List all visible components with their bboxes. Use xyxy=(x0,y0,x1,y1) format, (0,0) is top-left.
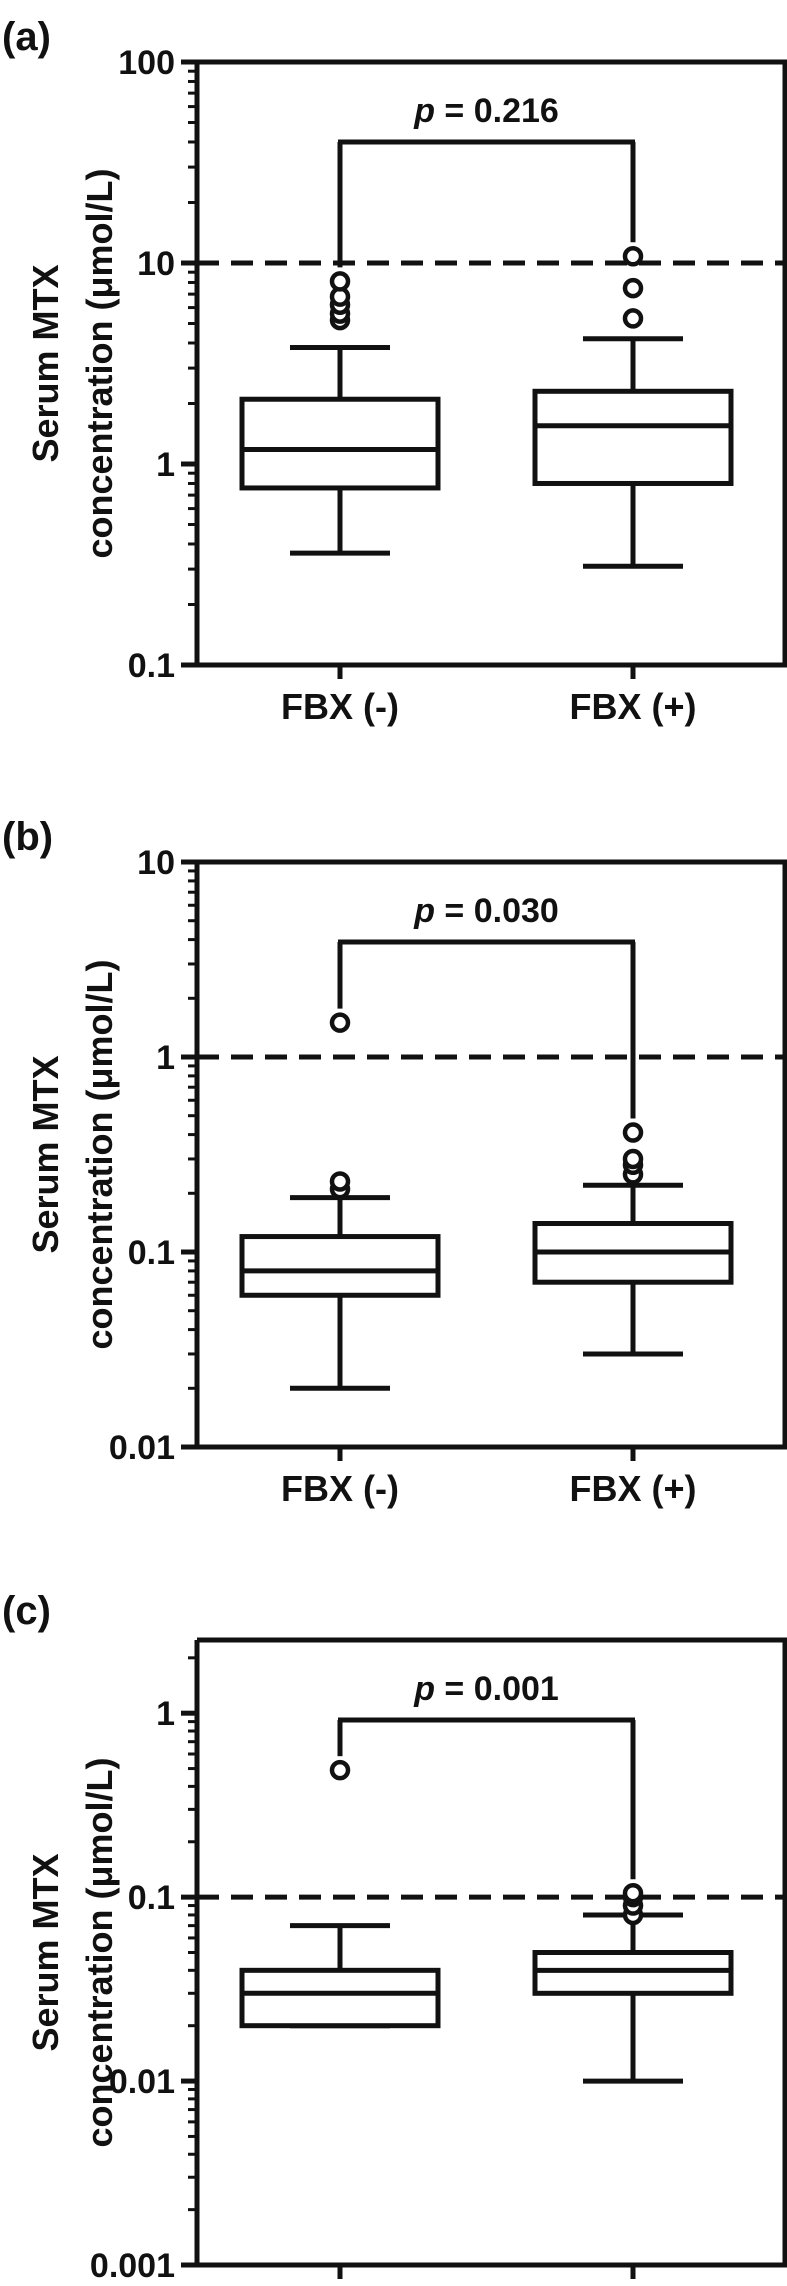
y-tick-label: 0.01 xyxy=(109,2063,175,2101)
panel-1: (a) 0.1 1 10 100 Serum MTX concentration (μmol… xyxy=(2,15,787,727)
x-tick-label: FBX (+) xyxy=(569,686,696,727)
y-tick-label: 1 xyxy=(156,1039,175,1077)
p-value-label: p = 0.216 xyxy=(413,92,559,130)
y-tick-label: 0.01 xyxy=(109,1429,175,1467)
y-tick-label: 0.1 xyxy=(128,647,175,685)
p-value-label: p = 0.001 xyxy=(413,1670,559,1708)
p-symbol: p xyxy=(413,92,435,130)
box-2 xyxy=(532,1882,734,2084)
iqr-box xyxy=(239,1234,441,1298)
outlier-point xyxy=(622,1882,644,1904)
p-value: = 0.216 xyxy=(435,92,559,130)
y-tick-label: 0.1 xyxy=(128,1879,175,1917)
outlier-point xyxy=(329,1012,351,1033)
outlier-point xyxy=(622,246,644,267)
y-tick-label: 100 xyxy=(118,44,175,82)
panel-label: (b) xyxy=(2,815,53,859)
y-axis-title-line2: concentration (μmol/L) xyxy=(79,959,120,1349)
box-1 xyxy=(239,271,441,556)
panel-label: (c) xyxy=(2,1589,51,1633)
y-tick-label: 10 xyxy=(137,245,175,283)
outlier-point xyxy=(622,277,644,299)
y-axis-title-line2: concentration (μmol/L) xyxy=(79,1757,120,2147)
y-tick-label: 0.001 xyxy=(90,2247,175,2285)
outlier-point xyxy=(622,1148,644,1170)
y-axis-title-line1: Serum MTX xyxy=(25,264,66,462)
box-2 xyxy=(532,1122,734,1357)
outlier-point xyxy=(329,1759,351,1781)
p-symbol: p xyxy=(413,1670,435,1708)
x-tick-label: FBX (-) xyxy=(281,686,399,727)
x-tick-label: FBX (+) xyxy=(569,1468,696,1509)
outlier-point xyxy=(329,1171,351,1192)
box-1 xyxy=(239,1012,441,1391)
box-1 xyxy=(239,1759,441,2029)
p-value: = 0.030 xyxy=(435,892,559,930)
iqr-box xyxy=(239,396,441,491)
panel-2: (b) 0.01 0.1 1 10 Serum MTX concentration (μmo… xyxy=(2,815,787,1509)
y-axis-title-line1: Serum MTX xyxy=(25,1853,66,2051)
y-axis-title-line1: Serum MTX xyxy=(25,1055,66,1253)
y-tick-label: 1 xyxy=(156,446,175,484)
p-symbol: p xyxy=(413,892,435,930)
outlier-point xyxy=(622,308,644,329)
box-2 xyxy=(532,246,734,569)
y-tick-label: 10 xyxy=(137,844,175,882)
panel-3: (c) 0.001 0.01 0.1 1 Serum MTX concentration (… xyxy=(2,1589,787,2285)
y-tick-label: 1 xyxy=(156,1695,175,1733)
iqr-box xyxy=(532,388,734,486)
x-tick-label: FBX (-) xyxy=(281,1468,399,1509)
outlier-point xyxy=(329,271,351,292)
iqr-box xyxy=(239,1967,441,2029)
iqr-box xyxy=(532,1950,734,1996)
y-axis-title-line2: concentration (μmol/L) xyxy=(79,168,120,558)
y-tick-label: 0.1 xyxy=(128,1234,175,1272)
outlier-point xyxy=(622,1122,644,1143)
p-value: = 0.001 xyxy=(435,1670,559,1708)
panel-label: (a) xyxy=(2,15,51,59)
p-value-label: p = 0.030 xyxy=(413,892,559,930)
